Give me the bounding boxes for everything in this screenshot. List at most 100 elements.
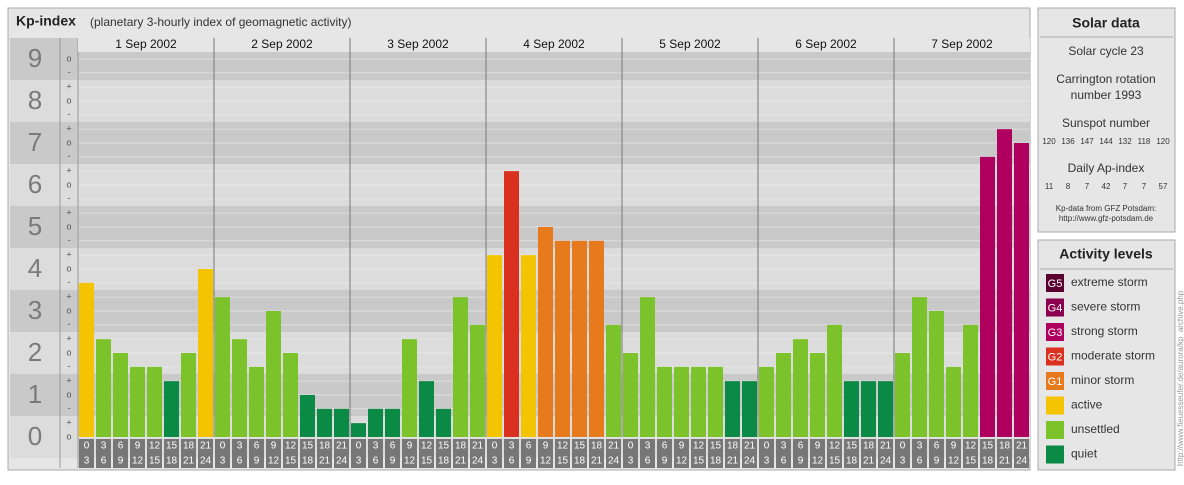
bar: [351, 423, 366, 437]
hour-end: 12: [676, 456, 688, 467]
bar: [861, 381, 876, 437]
hour-box: [334, 439, 349, 468]
minor-tick-label: +: [66, 124, 71, 134]
hour-start: 18: [591, 441, 603, 452]
bar: [334, 408, 349, 437]
hour-start: 21: [744, 441, 756, 452]
bar: [997, 129, 1012, 437]
hour-box: [555, 439, 570, 468]
bar: [572, 240, 587, 437]
hour-box: [759, 439, 774, 468]
hour-box: [1014, 439, 1029, 468]
hour-start: 9: [271, 441, 277, 452]
hour-box: [946, 439, 961, 468]
bar: [827, 324, 842, 437]
minor-tick-label: -: [68, 193, 71, 203]
hour-end: 15: [829, 456, 841, 467]
bar: [946, 366, 961, 437]
hour-box: [742, 439, 757, 468]
hour-end: 6: [781, 456, 787, 467]
hour-start: 21: [472, 441, 484, 452]
hour-end: 15: [149, 456, 161, 467]
hour-box: [691, 439, 706, 468]
bar: [317, 408, 332, 437]
ap-value: 7: [1142, 182, 1147, 191]
hour-box: [674, 439, 689, 468]
hour-start: 21: [200, 441, 212, 452]
hour-end: 6: [101, 456, 107, 467]
legend-badge: G1: [1048, 376, 1063, 388]
minor-tick-label: +: [66, 250, 71, 260]
hour-end: 3: [764, 456, 770, 467]
bar: [249, 366, 264, 437]
minor-tick-label: o: [66, 305, 71, 315]
hour-end: 15: [285, 456, 297, 467]
bar: [878, 381, 893, 437]
day-label: 2 Sep 2002: [251, 37, 313, 51]
solar-text: http://www.gfz-potsdam.de: [1059, 214, 1154, 223]
hour-start: 0: [492, 441, 498, 452]
y-tick-label: 9: [28, 43, 42, 73]
hour-end: 6: [917, 456, 923, 467]
bar: [895, 353, 910, 437]
hour-end: 24: [608, 456, 620, 467]
hour-end: 18: [574, 456, 586, 467]
minor-tick-label: o: [66, 263, 71, 273]
bar: [776, 353, 791, 437]
hour-end: 6: [645, 456, 651, 467]
hour-start: 6: [798, 441, 804, 452]
bar: [113, 353, 128, 437]
hour-box: [725, 439, 740, 468]
minor-tick-label: +: [66, 82, 71, 92]
bar: [657, 366, 672, 437]
hour-end: 24: [744, 456, 756, 467]
hour-box: [300, 439, 315, 468]
hour-end: 12: [132, 456, 144, 467]
legend-badge: G4: [1048, 302, 1063, 314]
hour-box: [657, 439, 672, 468]
hour-start: 12: [149, 441, 161, 452]
bar: [436, 408, 451, 437]
hour-end: 12: [268, 456, 280, 467]
hour-box: [572, 439, 587, 468]
hour-box: [793, 439, 808, 468]
hour-start: 15: [438, 441, 450, 452]
hour-end: 21: [591, 456, 603, 467]
bar: [79, 282, 94, 437]
hour-end: 9: [526, 456, 532, 467]
hour-end: 12: [404, 456, 416, 467]
day-header: [894, 38, 1030, 52]
y-tick-label: 2: [28, 337, 42, 367]
hour-box: [266, 439, 281, 468]
bar: [470, 324, 485, 437]
minor-tick-label: +: [66, 418, 71, 428]
bar: [606, 324, 621, 437]
hour-box: [606, 439, 621, 468]
hour-end: 21: [319, 456, 331, 467]
hour-box: [640, 439, 655, 468]
bar: [147, 366, 162, 437]
solar-text: Carrington rotation: [1056, 72, 1155, 86]
sunspot-number: 144: [1099, 137, 1113, 146]
hour-box: [997, 439, 1012, 468]
legend-label: active: [1071, 398, 1103, 412]
minor-tick-label: o: [66, 179, 71, 189]
hour-end: 18: [166, 456, 178, 467]
solar-text: Kp-data from GFZ Potsdam:: [1056, 204, 1156, 213]
day-label: 1 Sep 2002: [115, 37, 177, 51]
hour-start: 3: [917, 441, 923, 452]
hour-start: 3: [781, 441, 787, 452]
hour-box: [436, 439, 451, 468]
hour-start: 18: [183, 441, 195, 452]
hour-start: 15: [710, 441, 722, 452]
hour-start: 18: [999, 441, 1011, 452]
hour-end: 6: [373, 456, 379, 467]
hour-start: 0: [900, 441, 906, 452]
chart-title: Kp-index: [16, 13, 76, 29]
hour-box: [249, 439, 264, 468]
bar: [759, 366, 774, 437]
y-tick-label: 7: [28, 127, 42, 157]
bar: [1014, 143, 1029, 437]
bar: [164, 381, 179, 437]
bar: [929, 311, 944, 437]
